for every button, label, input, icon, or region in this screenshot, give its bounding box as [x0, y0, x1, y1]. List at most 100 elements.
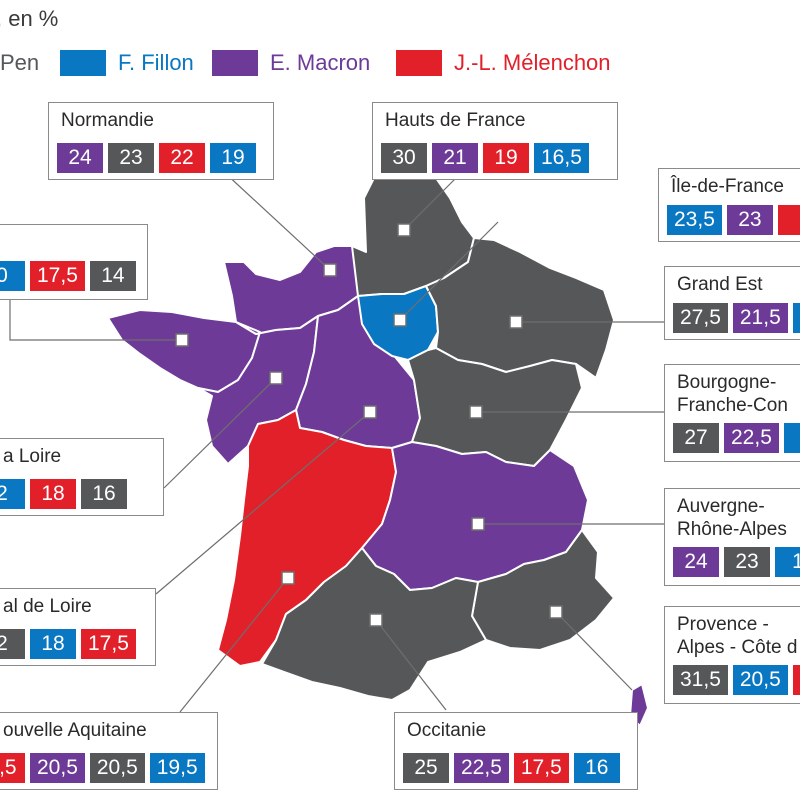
vote-share-value: 16: [573, 753, 620, 783]
vote-share-value: 30: [381, 143, 427, 173]
legend-swatch-melenchon: [396, 50, 442, 76]
marker-paca: [549, 605, 563, 619]
vote-share-value: 20,5: [732, 665, 788, 695]
vote-share-value: 31,5: [673, 665, 728, 695]
marker-bourgogne: [469, 405, 483, 419]
region-name: al de Loire: [3, 596, 92, 617]
marker-centre: [363, 405, 377, 419]
region-name: Occitanie: [407, 720, 487, 741]
marker-nouvelle-aquitaine: [281, 571, 295, 585]
region-name: Normandie: [61, 110, 154, 131]
marker-grand-est: [509, 315, 523, 329]
region-name: Auvergne- Rhône-Alpes: [677, 496, 787, 540]
vote-share-value: 22,5: [454, 753, 509, 783]
vote-share-value: 1: [775, 547, 800, 577]
region-name: a Loire: [3, 446, 62, 467]
leader-line-paca: [555, 611, 633, 691]
vote-share-value: 18: [30, 629, 76, 659]
vote-share-value: 23: [108, 143, 154, 173]
leader-line-nouvelle-aquitaine: [179, 577, 289, 713]
region-name: ouvelle Aquitaine: [3, 720, 147, 741]
legend-label-fillon: F. Fillon: [118, 50, 194, 75]
leader-line-centre: [155, 411, 371, 595]
legend-item-melenchon: J.-L. Mélenchon: [396, 50, 611, 76]
vote-share-values: 27 22,5: [673, 423, 800, 453]
vote-share-values: 24 23 22 19: [57, 143, 256, 173]
vote-share-value: 17,5: [513, 753, 569, 783]
vote-share-value: 20,5: [30, 753, 85, 783]
legend-item-fillon: F. Fillon: [60, 50, 194, 76]
region-card-pays-de-la-loire: a Loire 2 18 16: [0, 438, 164, 516]
vote-share-value: 1: [792, 303, 800, 333]
region-card-paca: Provence - Alpes - Côte d 31,520,51: [664, 606, 800, 704]
vote-share-value: 21: [432, 143, 478, 173]
legend-label-melenchon: J.-L. Mélenchon: [454, 50, 611, 75]
legend-label-macron: E. Macron: [270, 50, 371, 75]
vote-share-value: 23,5: [667, 205, 722, 235]
region-name: Île-de-France: [671, 176, 784, 197]
vote-share-values: 31,520,51: [673, 665, 800, 695]
vote-share-value: [783, 423, 800, 453]
region-card-grand-est: Grand Est 27,521,51: [664, 266, 800, 340]
region-name: Bourgogne- Franche-Con: [677, 372, 788, 416]
leader-line-hauts-de-france: [403, 171, 463, 231]
vote-share-value: 2: [0, 629, 25, 659]
region-card-bourgogne: Bourgogne- Franche-Con 27 22,5: [664, 364, 800, 462]
vote-share-value: 16: [81, 479, 127, 509]
region-shape-paca: [471, 529, 615, 651]
vote-share-value: 22,5: [724, 423, 779, 453]
leader-line-normandie: [223, 171, 331, 271]
vote-share-value: 17,5: [81, 629, 136, 659]
marker-hauts-de-france: [397, 223, 411, 237]
region-name: Grand Est: [677, 274, 763, 295]
leader-line-occitanie: [375, 619, 447, 711]
region-card-ile-de-france: Île-de-France 23,5 23: [658, 168, 800, 242]
region-card-centre: al de Loire 2 18 17,5: [0, 588, 156, 666]
region-name: Hauts de France: [385, 110, 526, 131]
legend-swatch-fillon: [60, 50, 106, 76]
vote-share-value: 25: [403, 753, 449, 783]
legend-item-le-pen: Pen: [0, 50, 39, 76]
vote-share-value: 27: [673, 423, 719, 453]
vote-share-value: 23: [726, 205, 773, 235]
region-card-hauts-de-france: Hauts de France 30 21 19 16,5: [372, 102, 618, 180]
vote-share-value: 22: [159, 143, 205, 173]
vote-share-values: 24 23 1: [673, 547, 800, 577]
vote-share-value: 19: [210, 143, 256, 173]
vote-share-value: 20,5: [89, 753, 145, 783]
vote-share-values: 23,5 23: [667, 205, 800, 235]
figure-title: , en %: [0, 6, 59, 31]
vote-share-values: 30 21 19 16,5: [381, 143, 589, 173]
vote-share-value: 17,5: [30, 261, 85, 291]
vote-share-values: 2 18 16: [0, 479, 127, 509]
vote-share-value: 0: [0, 261, 25, 291]
vote-share-values: 25 22,5 17,5 16: [403, 753, 620, 783]
vote-share-value: 18: [30, 479, 76, 509]
vote-share-value: 1: [792, 665, 800, 695]
leader-line-bretagne: [9, 300, 182, 341]
legend-item-macron: E. Macron: [212, 50, 370, 76]
marker-occitanie: [369, 613, 383, 627]
vote-share-values: 27,521,51: [673, 303, 800, 333]
region-card-nouvelle-aquitaine: ouvelle Aquitaine 1,520,520,519,5: [0, 712, 218, 790]
marker-auvergne: [471, 517, 485, 531]
legend-swatch-macron: [212, 50, 258, 76]
vote-share-value: 19,5: [149, 753, 205, 783]
marker-bretagne: [175, 333, 189, 347]
vote-share-value: 24: [57, 143, 103, 173]
vote-share-values: 0 17,5 14: [0, 261, 136, 291]
region-card-bretagne: 0 17,5 14: [0, 224, 148, 300]
marker-pays-de-la-loire: [269, 371, 283, 385]
vote-share-value: 24: [673, 547, 719, 577]
vote-share-value: 2: [0, 479, 25, 509]
vote-share-value: [777, 205, 800, 235]
region-card-auvergne: Auvergne- Rhône-Alpes 24 23 1: [664, 488, 800, 586]
leader-line-ile-de-france: [399, 221, 499, 321]
marker-ile-de-france: [393, 313, 407, 327]
vote-share-value: 23: [724, 547, 770, 577]
vote-share-values: 1,520,520,519,5: [0, 753, 205, 783]
vote-share-values: 2 18 17,5: [0, 629, 136, 659]
vote-share-value: 16,5: [534, 143, 589, 173]
